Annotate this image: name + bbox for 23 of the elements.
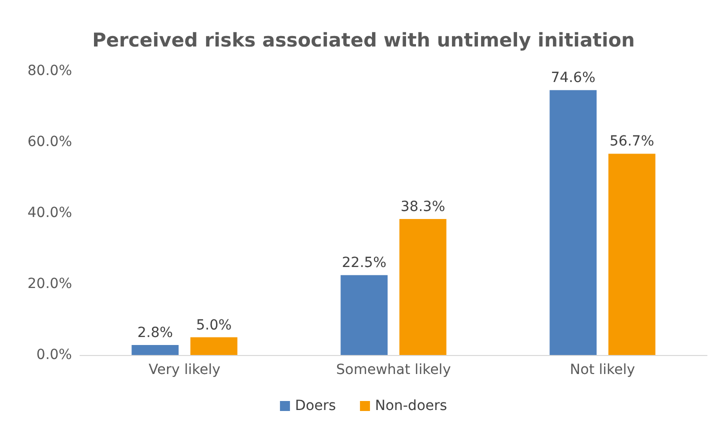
y-tick-label: 0.0% <box>36 347 72 363</box>
x-tick-label: Very likely <box>148 362 220 378</box>
y-tick-label: 60.0% <box>28 134 72 150</box>
bar <box>399 219 446 355</box>
data-label: 5.0% <box>196 317 232 334</box>
bar <box>132 345 179 355</box>
legend-label: Doers <box>294 398 336 414</box>
data-label: 38.3% <box>400 199 446 216</box>
chart-title: Perceived risks associated with untimely initiation <box>92 30 635 52</box>
y-tick-label: 40.0% <box>28 205 72 221</box>
data-label: 56.7% <box>610 134 654 150</box>
data-label: 22.5% <box>342 255 386 272</box>
y-tick-label: 20.0% <box>28 276 72 292</box>
data-label: 74.6% <box>550 70 596 86</box>
y-tick-label: 80.0% <box>28 63 72 79</box>
bar <box>190 337 238 355</box>
x-tick-label: Not likely <box>570 362 636 378</box>
bar <box>340 275 388 355</box>
x-tick-label: Somewhat likely <box>336 362 451 378</box>
bar <box>550 90 597 355</box>
bar <box>608 154 656 355</box>
data-label: 2.8% <box>137 325 173 342</box>
legend-label: Non-doers <box>374 398 448 414</box>
